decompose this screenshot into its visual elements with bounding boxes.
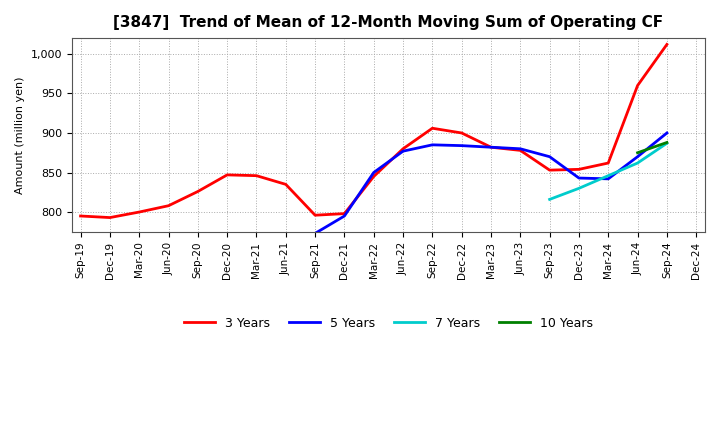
5 Years (311, 231, 320, 236)
5 Years (340, 213, 348, 219)
3 Years (282, 182, 290, 187)
3 Years (604, 161, 613, 166)
5 Years (545, 154, 554, 159)
3 Years (457, 130, 466, 136)
3 Years (545, 168, 554, 173)
3 Years (222, 172, 231, 177)
3 Years (487, 145, 495, 150)
3 Years (428, 125, 437, 131)
7 Years (604, 173, 613, 178)
Line: 7 Years: 7 Years (549, 143, 667, 199)
3 Years (194, 189, 202, 194)
3 Years (340, 211, 348, 216)
Line: 10 Years: 10 Years (638, 143, 667, 153)
7 Years (575, 186, 583, 191)
3 Years (634, 83, 642, 88)
Y-axis label: Amount (million yen): Amount (million yen) (15, 76, 25, 194)
3 Years (575, 167, 583, 172)
Line: 3 Years: 3 Years (81, 44, 667, 217)
5 Years (575, 176, 583, 181)
3 Years (252, 173, 261, 178)
7 Years (662, 141, 671, 146)
3 Years (311, 213, 320, 218)
Legend: 3 Years, 5 Years, 7 Years, 10 Years: 3 Years, 5 Years, 7 Years, 10 Years (179, 312, 598, 335)
5 Years (634, 154, 642, 159)
5 Years (369, 170, 378, 175)
5 Years (428, 142, 437, 147)
10 Years (634, 150, 642, 155)
Line: 5 Years: 5 Years (315, 133, 667, 233)
7 Years (545, 197, 554, 202)
5 Years (604, 176, 613, 181)
7 Years (634, 161, 642, 166)
5 Years (487, 145, 495, 150)
5 Years (457, 143, 466, 148)
10 Years (662, 140, 671, 145)
3 Years (76, 213, 85, 219)
5 Years (516, 146, 525, 151)
5 Years (399, 149, 408, 154)
3 Years (399, 146, 408, 151)
3 Years (106, 215, 114, 220)
3 Years (516, 148, 525, 153)
3 Years (369, 174, 378, 179)
5 Years (662, 130, 671, 136)
Title: [3847]  Trend of Mean of 12-Month Moving Sum of Operating CF: [3847] Trend of Mean of 12-Month Moving … (113, 15, 663, 30)
3 Years (164, 203, 173, 209)
3 Years (662, 42, 671, 47)
3 Years (135, 209, 143, 215)
